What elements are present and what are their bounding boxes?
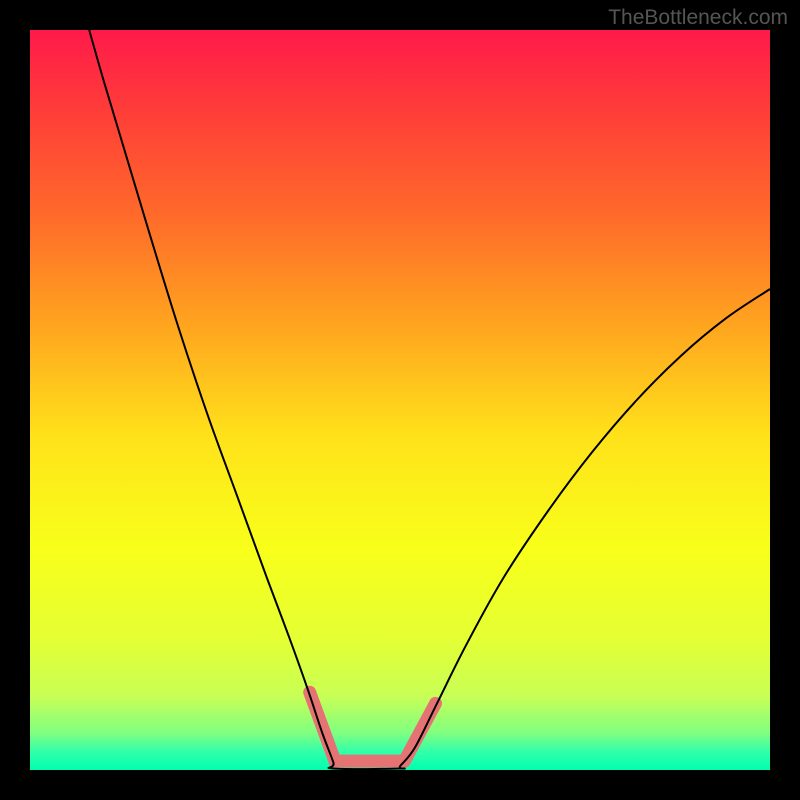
chart-svg bbox=[30, 30, 770, 770]
plot-background bbox=[30, 30, 770, 770]
watermark-text: TheBottleneck.com bbox=[608, 6, 788, 30]
bottleneck-chart bbox=[30, 30, 770, 770]
